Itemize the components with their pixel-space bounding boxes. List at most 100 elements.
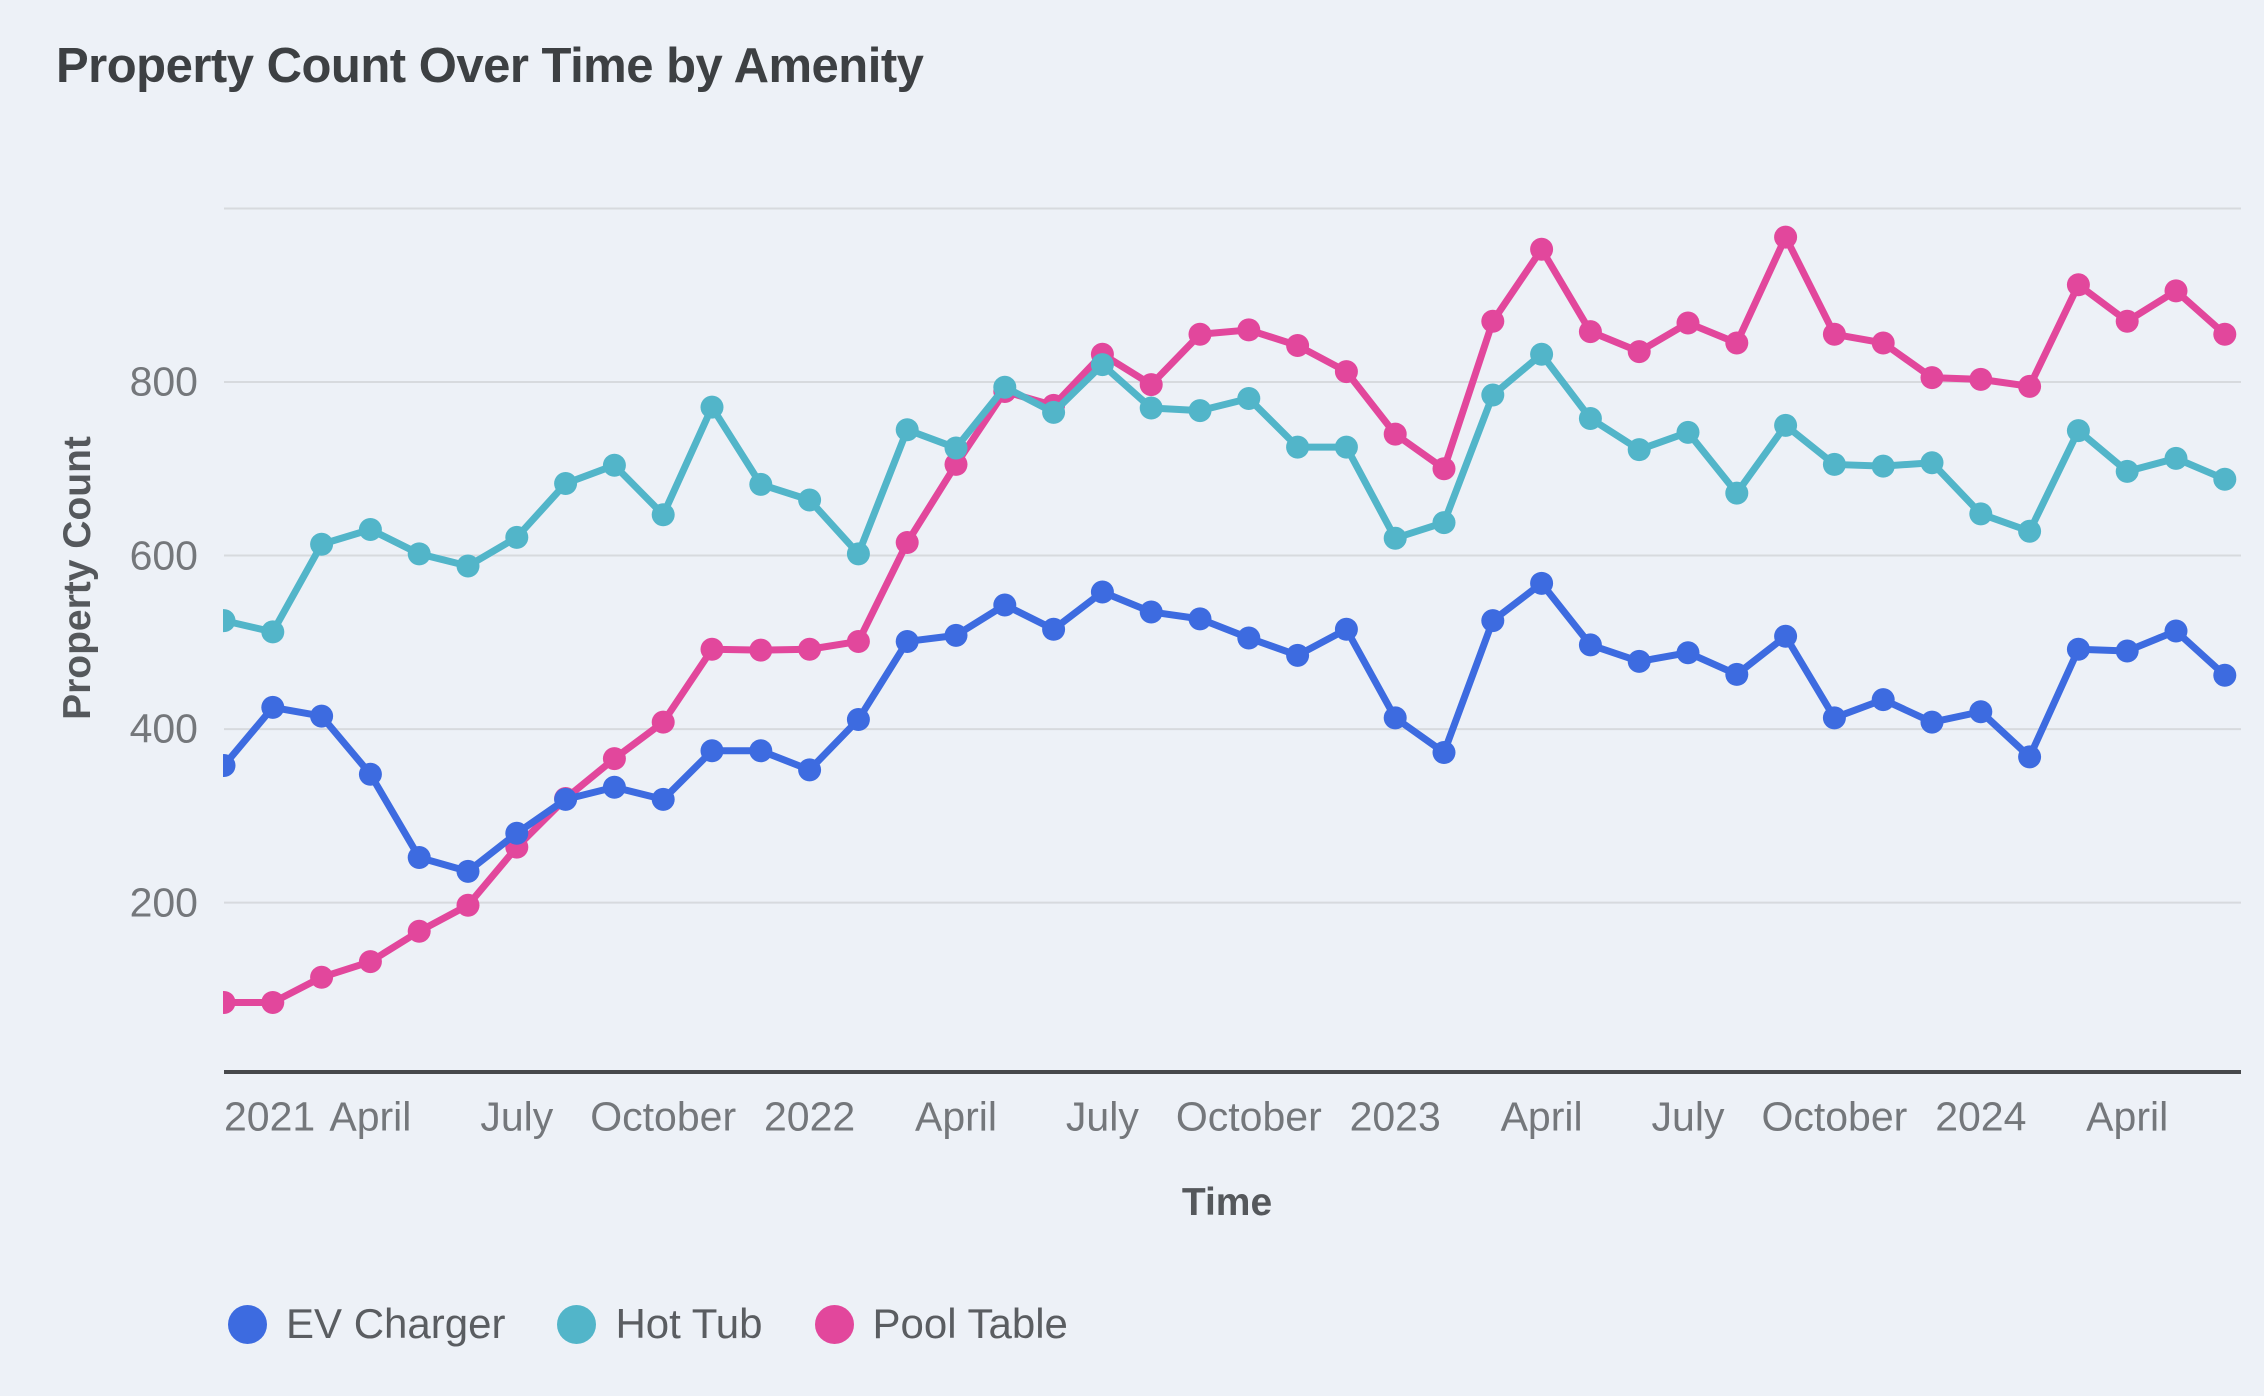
data-point-pool-table-2023-12[interactable] (1920, 366, 1944, 390)
data-point-pool-table-2022-01[interactable] (798, 637, 822, 661)
data-point-hot-tub-2022-02[interactable] (846, 542, 870, 566)
data-point-ev-charger-2021-05[interactable] (407, 846, 431, 870)
data-point-hot-tub-2023-09[interactable] (1774, 413, 1798, 437)
data-point-hot-tub-2022-09[interactable] (1188, 399, 1212, 423)
data-point-pool-table-2023-11[interactable] (1871, 331, 1895, 355)
data-point-hot-tub-2023-10[interactable] (1822, 452, 1846, 476)
data-point-hot-tub-2022-08[interactable] (1139, 396, 1163, 420)
data-point-hot-tub-2021-10[interactable] (651, 503, 675, 527)
data-point-hot-tub-2024-05[interactable] (2164, 446, 2188, 470)
data-point-pool-table-2023-10[interactable] (1822, 322, 1846, 346)
data-point-ev-charger-2022-01[interactable] (798, 758, 822, 782)
data-point-pool-table-2023-06[interactable] (1627, 340, 1651, 364)
data-point-pool-table-2024-01[interactable] (1969, 367, 1993, 391)
data-point-ev-charger-2022-11[interactable] (1286, 643, 1310, 667)
data-point-hot-tub-2022-05[interactable] (993, 375, 1017, 399)
data-point-ev-charger-2023-01[interactable] (1383, 706, 1407, 730)
data-point-hot-tub-2021-04[interactable] (358, 518, 382, 542)
data-point-hot-tub-2023-01[interactable] (1383, 526, 1407, 550)
data-point-ev-charger-2023-02[interactable] (1432, 741, 1456, 765)
data-point-hot-tub-2022-07[interactable] (1090, 353, 1114, 377)
data-point-pool-table-2024-03[interactable] (2066, 273, 2090, 297)
legend-item-hot-tub[interactable]: Hot Tub (557, 1300, 763, 1348)
data-point-hot-tub-2023-11[interactable] (1871, 454, 1895, 478)
data-point-ev-charger-2022-03[interactable] (895, 629, 919, 653)
data-point-ev-charger-2021-07[interactable] (505, 821, 529, 845)
data-point-pool-table-2024-06[interactable] (2213, 322, 2237, 346)
data-point-ev-charger-2021-08[interactable] (554, 787, 578, 811)
data-point-pool-table-2022-09[interactable] (1188, 322, 1212, 346)
data-point-ev-charger-2023-12[interactable] (1920, 710, 1944, 734)
data-point-pool-table-2023-07[interactable] (1676, 311, 1700, 335)
data-point-ev-charger-2022-08[interactable] (1139, 600, 1163, 624)
data-point-hot-tub-2023-04[interactable] (1530, 342, 1554, 366)
data-point-ev-charger-2022-06[interactable] (1042, 617, 1066, 641)
data-point-hot-tub-2022-01[interactable] (798, 488, 822, 512)
data-point-ev-charger-2021-02[interactable] (261, 695, 285, 719)
data-point-pool-table-2021-04[interactable] (358, 950, 382, 974)
data-point-ev-charger-2023-10[interactable] (1822, 706, 1846, 730)
data-point-hot-tub-2024-02[interactable] (2018, 519, 2042, 543)
data-point-hot-tub-2022-03[interactable] (895, 418, 919, 442)
data-point-ev-charger-2021-06[interactable] (456, 859, 480, 883)
data-point-ev-charger-2021-12[interactable] (749, 739, 773, 763)
data-point-pool-table-2021-09[interactable] (602, 747, 626, 771)
data-point-hot-tub-2021-09[interactable] (602, 453, 626, 477)
data-point-hot-tub-2024-06[interactable] (2213, 467, 2237, 491)
data-point-hot-tub-2021-02[interactable] (261, 620, 285, 644)
data-point-pool-table-2023-09[interactable] (1774, 225, 1798, 249)
data-point-hot-tub-2022-12[interactable] (1334, 435, 1358, 459)
data-point-ev-charger-2022-05[interactable] (993, 593, 1017, 617)
data-point-pool-table-2021-11[interactable] (700, 637, 724, 661)
data-point-pool-table-2024-02[interactable] (2018, 374, 2042, 398)
data-point-pool-table-2022-03[interactable] (895, 531, 919, 555)
data-point-ev-charger-2024-03[interactable] (2066, 637, 2090, 661)
data-point-hot-tub-2022-04[interactable] (944, 436, 968, 460)
data-point-ev-charger-2022-04[interactable] (944, 623, 968, 647)
data-point-ev-charger-2023-05[interactable] (1578, 633, 1602, 657)
data-point-ev-charger-2023-08[interactable] (1725, 662, 1749, 686)
data-point-pool-table-2022-02[interactable] (846, 629, 870, 653)
data-point-ev-charger-2023-07[interactable] (1676, 641, 1700, 665)
data-point-hot-tub-2021-01[interactable] (213, 609, 236, 633)
data-point-ev-charger-2024-04[interactable] (2115, 639, 2139, 663)
data-point-pool-table-2023-04[interactable] (1530, 237, 1554, 261)
data-point-hot-tub-2024-04[interactable] (2115, 459, 2139, 483)
data-point-pool-table-2021-02[interactable] (261, 990, 285, 1014)
data-point-pool-table-2022-11[interactable] (1286, 334, 1310, 358)
data-point-pool-table-2024-05[interactable] (2164, 279, 2188, 303)
data-point-pool-table-2022-12[interactable] (1334, 360, 1358, 384)
data-point-ev-charger-2023-11[interactable] (1871, 688, 1895, 712)
data-point-ev-charger-2022-12[interactable] (1334, 617, 1358, 641)
data-point-pool-table-2023-01[interactable] (1383, 422, 1407, 446)
data-point-pool-table-2022-04[interactable] (944, 452, 968, 476)
data-point-ev-charger-2021-04[interactable] (358, 762, 382, 786)
data-point-pool-table-2023-03[interactable] (1481, 309, 1505, 333)
data-point-pool-table-2024-04[interactable] (2115, 309, 2139, 333)
data-point-ev-charger-2023-09[interactable] (1774, 624, 1798, 648)
data-point-pool-table-2022-08[interactable] (1139, 373, 1163, 397)
data-point-hot-tub-2024-01[interactable] (1969, 502, 1993, 526)
data-point-hot-tub-2021-12[interactable] (749, 472, 773, 496)
data-point-hot-tub-2021-11[interactable] (700, 395, 724, 419)
data-point-pool-table-2021-12[interactable] (749, 638, 773, 662)
data-point-ev-charger-2023-04[interactable] (1530, 571, 1554, 595)
data-point-hot-tub-2021-05[interactable] (407, 542, 431, 566)
data-point-ev-charger-2021-11[interactable] (700, 739, 724, 763)
data-point-ev-charger-2022-07[interactable] (1090, 580, 1114, 604)
data-point-hot-tub-2021-08[interactable] (554, 472, 578, 496)
data-point-pool-table-2021-10[interactable] (651, 710, 675, 734)
data-point-hot-tub-2023-03[interactable] (1481, 383, 1505, 407)
data-point-pool-table-2023-08[interactable] (1725, 331, 1749, 355)
data-point-hot-tub-2023-05[interactable] (1578, 406, 1602, 430)
data-point-ev-charger-2021-10[interactable] (651, 787, 675, 811)
data-point-hot-tub-2023-02[interactable] (1432, 511, 1456, 535)
data-point-hot-tub-2023-08[interactable] (1725, 481, 1749, 505)
data-point-pool-table-2021-05[interactable] (407, 919, 431, 943)
data-point-pool-table-2021-03[interactable] (310, 965, 334, 989)
data-point-pool-table-2022-10[interactable] (1237, 318, 1261, 342)
data-point-hot-tub-2023-06[interactable] (1627, 438, 1651, 462)
data-point-pool-table-2021-01[interactable] (213, 990, 236, 1014)
data-point-ev-charger-2022-02[interactable] (846, 708, 870, 732)
data-point-ev-charger-2024-06[interactable] (2213, 663, 2237, 687)
